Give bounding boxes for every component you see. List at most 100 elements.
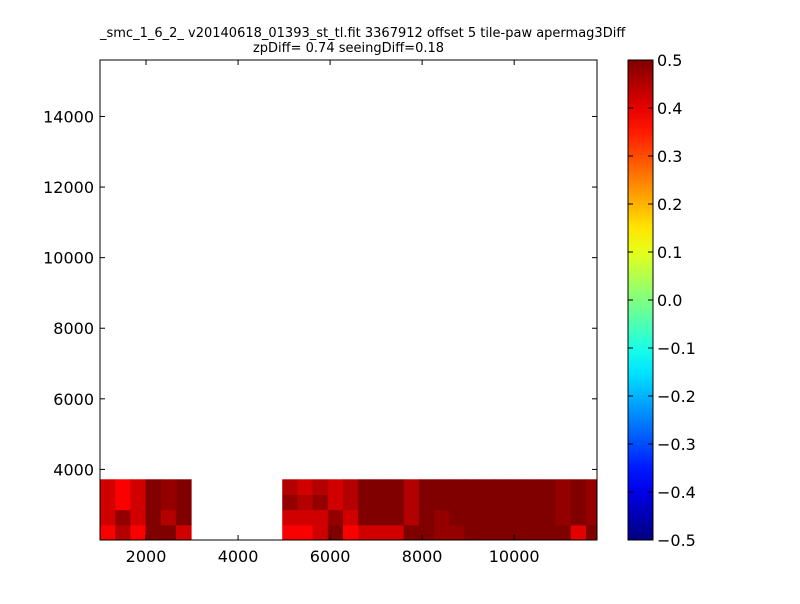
heatmap-cell: [494, 494, 511, 511]
heatmap-cell: [418, 494, 435, 511]
heatmap-cell: [282, 479, 298, 495]
heatmap-cell: [403, 494, 420, 511]
colorbar-tick-label: 0.3: [657, 147, 682, 166]
heatmap-cell: [115, 494, 131, 511]
heatmap-cell: [312, 524, 329, 541]
heatmap-cell: [160, 509, 177, 526]
heatmap-cell: [570, 479, 587, 495]
heatmap-cell: [449, 524, 465, 541]
heatmap-cell: [282, 524, 298, 541]
heatmap-cell: [358, 509, 374, 526]
heatmap-cell: [342, 479, 359, 495]
heatmap-cell: [540, 479, 557, 495]
heatmap-cell: [525, 494, 541, 511]
heatmap-cell: [540, 494, 557, 511]
heatmap-cell: [312, 494, 329, 511]
heatmap-cell: [342, 524, 359, 541]
y-tick-label: 4000: [53, 460, 94, 479]
heatmap-cell: [175, 524, 192, 541]
heatmap-cell: [145, 509, 162, 526]
y-tick-label: 10000: [43, 249, 94, 268]
heatmap-cell: [449, 479, 465, 495]
heatmap-cell: [297, 509, 314, 526]
plot-frame: [99, 59, 598, 541]
heatmap-cell: [312, 509, 329, 526]
heatmap-cell: [100, 494, 116, 511]
x-tick-label: 6000: [310, 547, 351, 566]
heatmap-cell: [100, 479, 116, 495]
heatmap-cell: [479, 524, 496, 541]
heatmap-cell: [464, 524, 481, 541]
heatmap-cell: [585, 494, 598, 511]
heatmap-cell: [282, 509, 298, 526]
heatmap-cell: [464, 509, 481, 526]
colorbar-tick-label: −0.2: [657, 387, 696, 406]
heatmap-cell: [297, 494, 314, 511]
heatmap-cell: [510, 479, 526, 495]
colorbar-tick-label: −0.4: [657, 483, 696, 502]
heatmap-cell: [510, 524, 526, 541]
y-tick-label: 6000: [53, 390, 94, 409]
heatmap-cell: [130, 494, 147, 511]
heatmap-cell: [510, 494, 526, 511]
heatmap-cell: [479, 509, 496, 526]
chart-title-line-1: _smc_1_6_2_ v20140618_01393_st_tl.fit 33…: [100, 26, 626, 41]
colorbar-tick-label: 0.2: [657, 195, 682, 214]
heatmap-cell: [100, 509, 116, 526]
heatmap-cell: [540, 509, 557, 526]
y-tick-label: 8000: [53, 319, 94, 338]
heatmap-cell: [494, 524, 511, 541]
heatmap-cell: [342, 509, 359, 526]
colorbar-tick-label: 0.4: [657, 99, 682, 118]
heatmap-cell: [100, 524, 116, 541]
heatmap-cell: [175, 509, 192, 526]
colorbar-tick-label: 0.1: [657, 243, 682, 262]
heatmap-cell: [130, 509, 147, 526]
y-tick-label: 12000: [43, 178, 94, 197]
heatmap-cell: [115, 479, 131, 495]
heatmap-cell: [130, 524, 147, 541]
heatmap-cell: [388, 479, 405, 495]
heatmap-cell: [434, 524, 450, 541]
colorbar-tick-label: −0.5: [657, 531, 696, 550]
heatmap-cell: [327, 524, 344, 541]
heatmap-cell: [449, 509, 465, 526]
chart-title-line-2: zpDiff= 0.74 seeingDiff=0.18: [252, 41, 445, 56]
heatmap-cell: [327, 509, 344, 526]
heatmap-cell: [494, 479, 511, 495]
heatmap-cell: [342, 494, 359, 511]
heatmap-cell: [327, 494, 344, 511]
heatmap-cell: [388, 509, 405, 526]
heatmap-cell: [175, 479, 192, 495]
heatmap-cell: [525, 524, 541, 541]
heatmap-cell: [434, 479, 450, 495]
heatmap-cell: [297, 479, 314, 495]
heatmap-cell: [145, 479, 162, 495]
heatmap-cell: [570, 509, 587, 526]
heatmap-cell: [145, 524, 162, 541]
heatmap-cell: [327, 479, 344, 495]
heatmap-cell: [358, 479, 374, 495]
heatmap-cell: [373, 524, 390, 541]
heatmap-cell: [464, 479, 481, 495]
heatmap-cell: [585, 479, 598, 495]
heatmap-cell: [115, 509, 131, 526]
heatmap-cell: [388, 494, 405, 511]
heatmap-cell: [434, 509, 450, 526]
heatmap-cell: [403, 509, 420, 526]
x-tick-label: 2000: [126, 547, 167, 566]
heatmap-cell: [540, 524, 557, 541]
heatmap-cell: [418, 479, 435, 495]
heatmap-cell: [373, 509, 390, 526]
heatmap-cell: [418, 524, 435, 541]
heatmap-cell: [555, 479, 572, 495]
heatmap-cell: [464, 494, 481, 511]
y-tick-label: 14000: [43, 107, 94, 126]
heatmap-cell: [555, 509, 572, 526]
heatmap-cell: [373, 494, 390, 511]
heatmap-cell: [160, 524, 177, 541]
heatmap-cell: [403, 524, 420, 541]
heatmap-cell: [358, 524, 374, 541]
heatmap-cell: [555, 494, 572, 511]
